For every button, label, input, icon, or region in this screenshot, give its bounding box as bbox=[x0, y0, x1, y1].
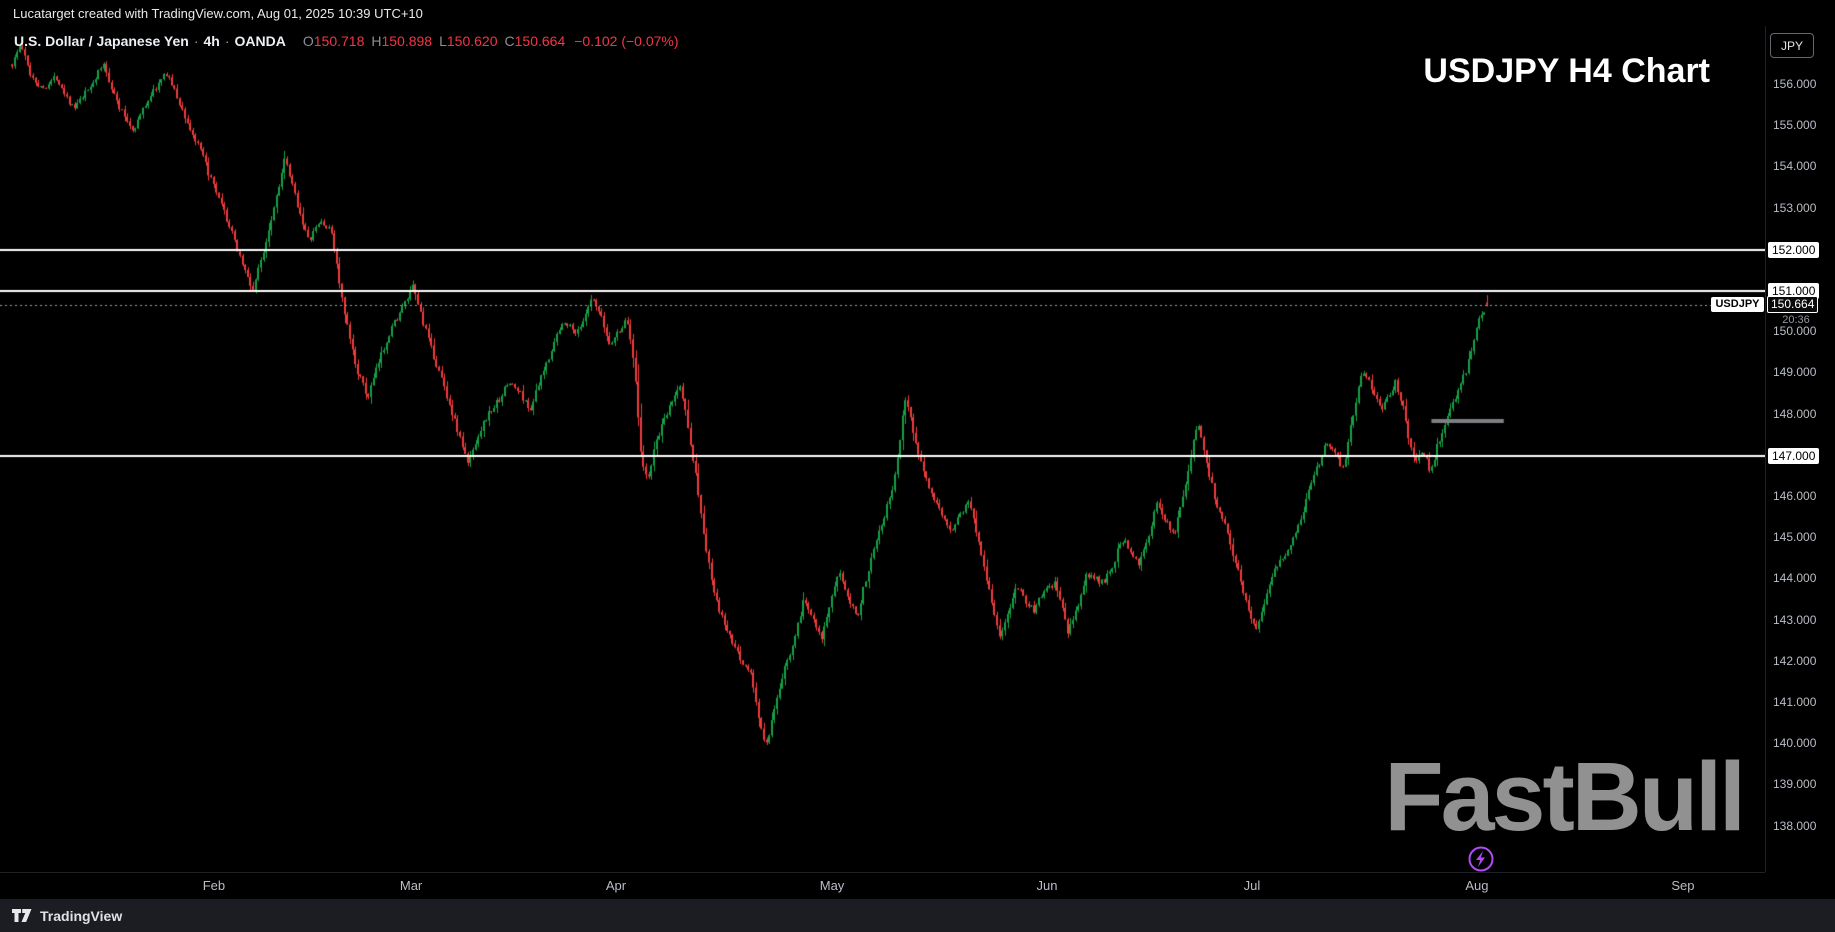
symbol-legend: U.S. Dollar / Japanese Yen · 4h · OANDA O150.… bbox=[14, 33, 679, 49]
price-tick-label: 155.000 bbox=[1773, 118, 1817, 133]
price-tick-label: 140.000 bbox=[1773, 736, 1817, 751]
chart-title-annotation: USDJPY H4 Chart bbox=[1423, 52, 1710, 90]
tradingview-logo-icon bbox=[12, 908, 33, 923]
bottom-toolbar: TradingView bbox=[0, 899, 1835, 932]
price-tick-label: 139.000 bbox=[1773, 777, 1817, 792]
symbol-title[interactable]: U.S. Dollar / Japanese Yen bbox=[14, 33, 189, 49]
price-tick-label: 143.000 bbox=[1773, 612, 1817, 627]
fastbull-watermark: FastBull bbox=[1384, 742, 1746, 851]
symbol-price-tag: USDJPY bbox=[1711, 296, 1764, 312]
chart-region: U.S. Dollar / Japanese Yen · 4h · OANDA O150.… bbox=[0, 26, 1835, 899]
fastbull-logo-icon bbox=[1468, 846, 1494, 872]
exchange-label: OANDA bbox=[234, 33, 286, 49]
price-tick-label: 144.000 bbox=[1773, 571, 1817, 586]
attribution-text: Lucatarget created with TradingView.com,… bbox=[13, 6, 423, 21]
price-tick-label: 142.000 bbox=[1773, 653, 1817, 668]
change-value: −0.102 (−0.07%) bbox=[574, 33, 679, 49]
legend-separator: · bbox=[224, 33, 230, 49]
price-tick-label: 145.000 bbox=[1773, 530, 1817, 545]
time-axis-label: Mar bbox=[399, 878, 423, 893]
time-axis-label: Apr bbox=[605, 878, 627, 893]
tradingview-logo[interactable]: TradingView bbox=[12, 908, 122, 924]
price-tick-label: 156.000 bbox=[1773, 76, 1817, 91]
time-axis-label: Aug bbox=[1465, 878, 1489, 893]
candlestick-chart-canvas[interactable] bbox=[0, 26, 1765, 872]
price-tick-label: 138.000 bbox=[1773, 818, 1817, 833]
time-axis-label: May bbox=[819, 878, 845, 893]
high-value: 150.898 bbox=[381, 33, 433, 49]
price-tick-label: 154.000 bbox=[1773, 159, 1817, 174]
level-price-badge: 152.000 bbox=[1768, 241, 1820, 258]
ohlc-readout: O150.718 H150.898 L150.620 C150.664 −0.102 (… bbox=[296, 33, 679, 49]
tradingview-logo-text: TradingView bbox=[40, 907, 123, 924]
low-label: L bbox=[439, 33, 447, 49]
time-axis[interactable]: Feb Mar Apr May Jun Jul Aug Sep bbox=[0, 872, 1765, 899]
time-axis-label: Jul bbox=[1243, 878, 1261, 893]
low-value: 150.620 bbox=[446, 33, 498, 49]
open-value: 150.718 bbox=[313, 33, 365, 49]
time-axis-label: Feb bbox=[202, 878, 226, 893]
close-value: 150.664 bbox=[514, 33, 566, 49]
interval-label[interactable]: 4h bbox=[203, 33, 220, 49]
price-tick-label: 146.000 bbox=[1773, 489, 1817, 503]
close-label: C bbox=[504, 33, 515, 49]
level-price-badge: 151.000 bbox=[1768, 282, 1820, 299]
price-tick-label: 153.000 bbox=[1773, 200, 1817, 215]
price-axis[interactable]: JPY 138.000 139.000 140.000 141.000 142.000 1… bbox=[1765, 26, 1835, 872]
open-label: O bbox=[302, 33, 314, 49]
high-label: H bbox=[371, 33, 382, 49]
legend-separator: · bbox=[193, 33, 199, 49]
bar-countdown: 20:36 bbox=[1782, 313, 1810, 326]
currency-unit-button[interactable]: JPY bbox=[1770, 33, 1814, 58]
price-tick-label: 148.000 bbox=[1773, 406, 1817, 421]
price-tick-label: 149.000 bbox=[1773, 365, 1817, 380]
time-axis-label: Jun bbox=[1036, 878, 1058, 893]
level-price-badge: 147.000 bbox=[1768, 447, 1820, 464]
price-tick-label: 150.000 bbox=[1773, 324, 1817, 339]
time-axis-label: Sep bbox=[1671, 878, 1695, 893]
price-tick-label: 141.000 bbox=[1773, 695, 1817, 710]
current-price-label: 150.664 bbox=[1767, 295, 1819, 313]
